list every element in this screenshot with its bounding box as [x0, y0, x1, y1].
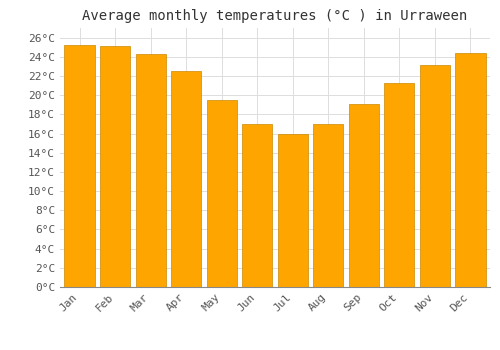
Bar [313, 124, 344, 287]
Bar [456, 53, 486, 287]
Bar [420, 65, 450, 287]
Bar [278, 134, 308, 287]
Bar [348, 104, 379, 287]
Bar [171, 71, 202, 287]
Bar [100, 46, 130, 287]
Bar [384, 83, 414, 287]
Bar [136, 54, 166, 287]
Bar [64, 45, 94, 287]
Title: Average monthly temperatures (°C ) in Urraween: Average monthly temperatures (°C ) in Ur… [82, 9, 468, 23]
Bar [242, 124, 272, 287]
Bar [206, 100, 237, 287]
